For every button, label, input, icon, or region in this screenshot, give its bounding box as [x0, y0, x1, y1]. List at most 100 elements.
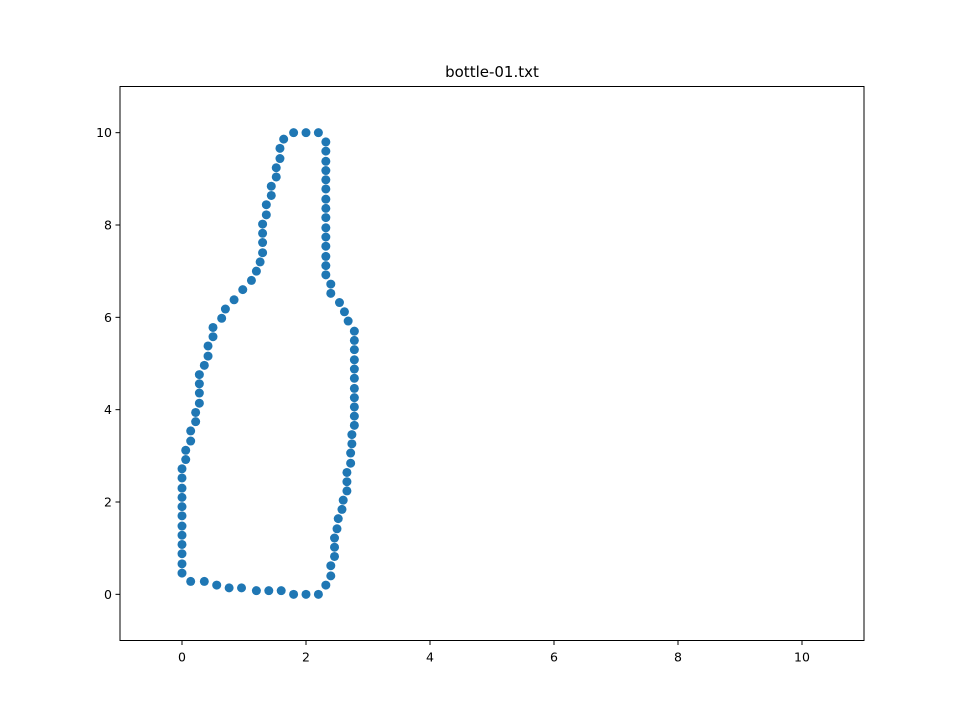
data-point [238, 285, 248, 295]
data-point [177, 539, 187, 549]
data-point [321, 194, 331, 204]
data-point [321, 175, 331, 185]
data-point [326, 279, 336, 289]
data-point [177, 502, 187, 512]
data-point [301, 589, 311, 599]
data-point [271, 172, 281, 182]
data-point [177, 568, 187, 578]
data-point [199, 360, 209, 370]
data-point [321, 156, 331, 166]
data-point [186, 436, 196, 446]
y-tick-label: 8 [104, 218, 112, 233]
points-layer [177, 128, 359, 599]
data-point [346, 448, 356, 458]
data-point [326, 571, 336, 581]
data-point [301, 128, 311, 138]
data-point [251, 586, 261, 596]
plot-area-frame [119, 86, 865, 641]
data-point [224, 583, 234, 593]
data-point [337, 504, 347, 514]
data-point [342, 477, 352, 487]
x-tick-label: 2 [302, 650, 310, 665]
data-point [258, 248, 268, 258]
data-point [349, 420, 359, 430]
data-point [349, 364, 359, 374]
data-point [186, 576, 196, 586]
data-point [194, 398, 204, 408]
data-point [194, 379, 204, 389]
data-point [177, 530, 187, 540]
data-point [321, 203, 331, 213]
data-point [330, 551, 340, 561]
data-point [220, 304, 230, 314]
y-tick-label: 0 [104, 587, 112, 602]
data-point [321, 241, 331, 251]
data-point [199, 576, 209, 586]
data-point [255, 257, 265, 267]
data-point [177, 559, 187, 569]
data-point [258, 228, 268, 238]
data-point [321, 270, 331, 280]
data-point [246, 275, 256, 285]
data-point [343, 316, 353, 326]
data-point [321, 580, 331, 590]
data-point [181, 445, 191, 455]
x-tick-label: 8 [674, 650, 682, 665]
data-point [313, 128, 323, 138]
data-point [258, 238, 268, 248]
data-point [349, 345, 359, 355]
data-point [330, 542, 340, 552]
data-point [349, 402, 359, 412]
data-point [321, 232, 331, 242]
x-tick-label: 6 [550, 650, 558, 665]
data-point [191, 407, 201, 417]
data-point [191, 417, 201, 427]
data-point [326, 561, 336, 571]
data-point [177, 464, 187, 474]
data-point [251, 266, 261, 276]
data-point [271, 163, 281, 173]
data-point [289, 589, 299, 599]
data-point [194, 388, 204, 398]
data-point [349, 326, 359, 336]
data-point [266, 190, 276, 200]
data-point [321, 213, 331, 223]
data-point [339, 307, 349, 317]
data-point [208, 322, 218, 332]
data-point [349, 411, 359, 421]
data-point [276, 586, 286, 596]
data-point [258, 219, 268, 229]
data-point [321, 261, 331, 271]
data-point [279, 134, 289, 144]
data-point [186, 426, 196, 436]
data-point [330, 533, 340, 543]
data-point [334, 298, 344, 308]
data-point [349, 383, 359, 393]
data-point [217, 313, 227, 323]
data-point [177, 521, 187, 531]
x-tick-label: 10 [794, 650, 810, 665]
y-tick-label: 2 [104, 495, 112, 510]
data-point [332, 524, 342, 534]
data-point [203, 341, 213, 351]
data-point [338, 495, 348, 505]
data-point [321, 251, 331, 261]
data-point [264, 586, 274, 596]
data-point [275, 143, 285, 153]
data-point [342, 486, 352, 496]
data-point [177, 473, 187, 483]
data-point [349, 335, 359, 345]
data-point [203, 351, 213, 361]
data-point [181, 455, 191, 465]
data-point [212, 580, 222, 590]
data-point [237, 583, 247, 593]
data-point [177, 483, 187, 493]
data-point [349, 393, 359, 403]
data-point [346, 458, 356, 468]
data-point [208, 332, 218, 342]
ticks-layer: 0 2 4 6 8 10 0 2 4 6 8 10 [96, 125, 810, 664]
data-point [347, 430, 357, 440]
data-point [326, 288, 336, 298]
